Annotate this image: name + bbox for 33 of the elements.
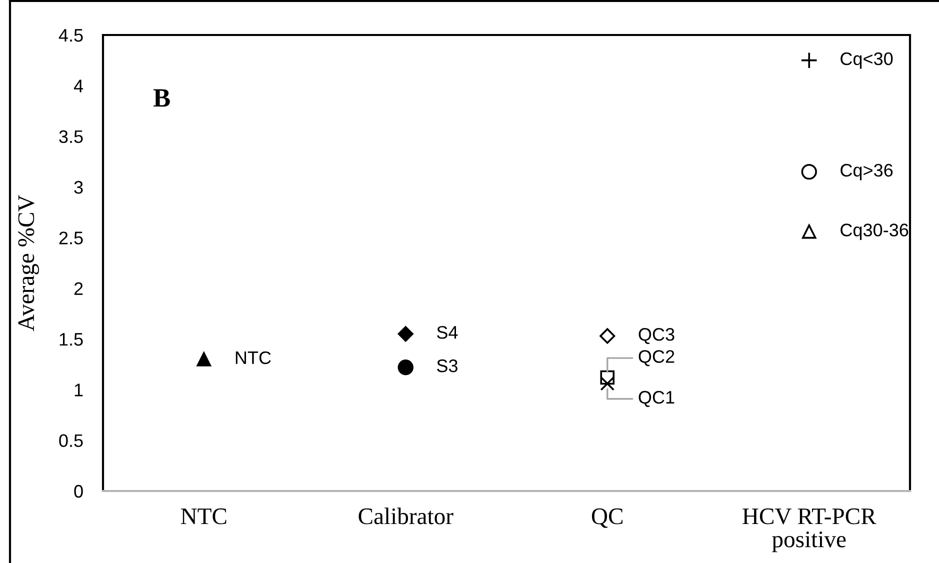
point	[600, 328, 616, 344]
y-tick-label: 4	[74, 80, 84, 92]
point	[801, 164, 817, 180]
point	[800, 52, 818, 69]
series-label: QC3	[638, 328, 674, 344]
y-axis-title: Average %CV	[18, 194, 39, 332]
x-tick-label: HCV RT-PCR positive	[742, 508, 876, 552]
series-label: Cq30-36	[840, 224, 908, 240]
annotation: B	[153, 89, 170, 107]
y-tick-label: 2	[74, 282, 83, 295]
point	[398, 360, 414, 376]
series-label: S3	[437, 359, 458, 372]
y-tick-label: 0.5	[59, 434, 83, 448]
y-tick-label: 1	[74, 384, 83, 396]
point	[398, 326, 414, 342]
series-label: NTC	[236, 351, 271, 364]
x-tick-label: NTC	[180, 508, 226, 524]
point	[600, 376, 615, 391]
y-tick-label: 2.5	[59, 232, 83, 244]
series-label: QC1	[638, 390, 674, 407]
series-label: Cq>36	[840, 164, 893, 180]
x-tick-label: QC	[592, 508, 622, 528]
point	[196, 352, 212, 366]
y-tick-label: 3	[74, 180, 83, 194]
y-tick-label: 0	[74, 484, 83, 498]
y-tick-label: 4.5	[58, 29, 83, 42]
series-label: QC2	[638, 350, 674, 366]
series-label: S4	[437, 326, 458, 339]
x-tick-label: Calibrator	[358, 508, 454, 524]
point	[802, 224, 816, 239]
y-tick-label: 1.5	[60, 333, 83, 346]
y-tick-label: 3.5	[59, 130, 83, 144]
series-label: Cq<30	[840, 52, 893, 69]
